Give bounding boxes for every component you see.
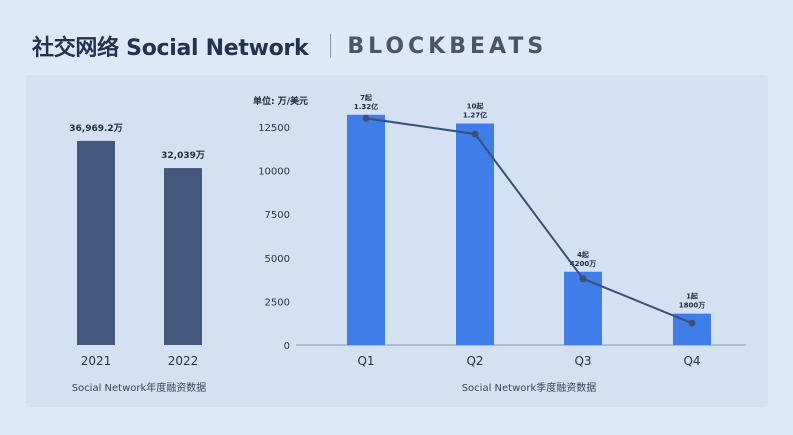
data-label-amount-Q1: 1.32亿 bbox=[354, 102, 378, 111]
trend-point-Q3 bbox=[579, 275, 587, 283]
x-tick-Q2: Q2 bbox=[466, 354, 483, 368]
x-tick-Q1: Q1 bbox=[357, 354, 374, 368]
trend-line bbox=[365, 117, 693, 325]
data-label-count-Q1: 7起 bbox=[360, 93, 373, 102]
data-label-amount-Q4: 1800万 bbox=[679, 302, 705, 310]
bar-Q1 bbox=[347, 114, 385, 346]
trend-point-Q2 bbox=[471, 130, 479, 138]
y-tick-0: 0 bbox=[284, 341, 290, 352]
x-tick-Q4: Q4 bbox=[683, 354, 700, 368]
x-tick-Q3: Q3 bbox=[574, 354, 591, 368]
bar-Q3 bbox=[564, 271, 602, 345]
y-tick-5000: 5000 bbox=[265, 254, 290, 265]
bar-2022 bbox=[164, 168, 202, 345]
bar-2021 bbox=[77, 140, 115, 345]
x-axis-label: Social Network季度融资数据 bbox=[462, 381, 597, 394]
data-label-count-Q3: 4起 bbox=[577, 250, 590, 259]
bar-Q2 bbox=[456, 123, 494, 346]
y-tick-12500: 12500 bbox=[258, 123, 290, 134]
y-tick-2500: 2500 bbox=[265, 297, 290, 308]
trend-point-Q4 bbox=[688, 319, 696, 327]
data-label-amount-Q3: 4200万 bbox=[570, 260, 596, 268]
header: 社交网络 Social Network BLOCKBEATS bbox=[32, 26, 547, 66]
quarterly-chart: 单位: 万/美元 0 2500 5000 7500 10000 12500 7起1.32亿 Q1… bbox=[253, 93, 746, 394]
annual-chart: 36,969.2万 2021 32,039万 2022 Social Network年度… bbox=[69, 123, 207, 394]
data-label-count-Q4: 1起 bbox=[686, 292, 699, 301]
x-axis-label: Social Network年度融资数据 bbox=[72, 381, 207, 394]
page-title: 社交网络 Social Network bbox=[32, 36, 309, 61]
data-label-count-Q2: 10起 bbox=[467, 102, 485, 111]
unit-label: 单位: 万/美元 bbox=[253, 95, 308, 107]
data-label-2021: 36,969.2万 bbox=[69, 123, 122, 134]
y-tick-10000: 10000 bbox=[258, 167, 290, 178]
brand-logo: BLOCKBEATS bbox=[347, 33, 548, 59]
x-tick-2021: 2021 bbox=[81, 354, 112, 368]
header-divider bbox=[330, 34, 332, 58]
data-label-2022: 32,039万 bbox=[161, 150, 205, 161]
data-label-amount-Q2: 1.27亿 bbox=[463, 111, 487, 120]
trend-point-Q1 bbox=[362, 114, 370, 122]
annual-chart-panel: 36,969.2万 2021 32,039万 2022 Social Network年度… bbox=[26, 75, 252, 407]
quarterly-chart-panel: 单位: 万/美元 0 2500 5000 7500 10000 12500 7起 1.32亿 Q1… bbox=[246, 75, 768, 407]
x-tick-2022: 2022 bbox=[168, 354, 199, 368]
y-tick-7500: 7500 bbox=[265, 210, 290, 221]
